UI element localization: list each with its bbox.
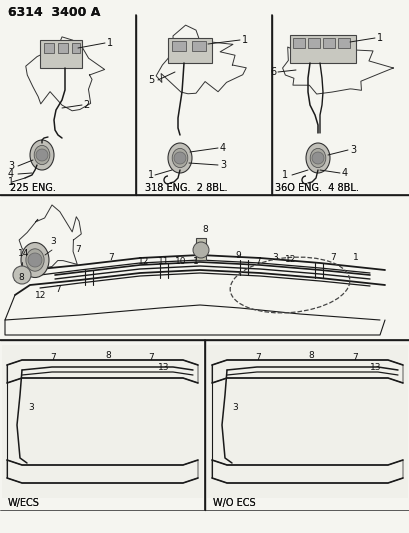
Ellipse shape — [26, 249, 44, 271]
Polygon shape — [211, 360, 402, 383]
Text: 12: 12 — [35, 290, 46, 300]
Bar — [172, 41, 186, 51]
Ellipse shape — [21, 243, 49, 278]
Text: 6314  3400 A: 6314 3400 A — [8, 6, 100, 20]
Text: 6314  3400 A: 6314 3400 A — [8, 6, 100, 20]
Text: 3: 3 — [271, 254, 277, 262]
Text: W/ECS: W/ECS — [8, 498, 40, 508]
Text: 1: 1 — [241, 35, 247, 45]
Text: 11: 11 — [157, 256, 169, 265]
Text: W/ECS: W/ECS — [8, 498, 40, 508]
Text: 1: 1 — [193, 256, 198, 265]
Text: 8: 8 — [307, 351, 313, 359]
Text: 3: 3 — [220, 160, 226, 170]
Text: 5: 5 — [148, 75, 154, 85]
Text: 7: 7 — [108, 253, 113, 262]
Bar — [337, 38, 349, 48]
Text: 1: 1 — [352, 253, 358, 262]
Ellipse shape — [168, 143, 191, 173]
Text: 8: 8 — [18, 273, 24, 282]
Text: 318 ENG.  2 8BL.: 318 ENG. 2 8BL. — [145, 183, 227, 193]
Ellipse shape — [305, 143, 329, 173]
Bar — [191, 41, 205, 51]
Circle shape — [36, 149, 48, 161]
Bar — [292, 38, 304, 48]
Text: 2: 2 — [83, 100, 89, 110]
Text: W/O ECS: W/O ECS — [213, 498, 255, 508]
Text: 7: 7 — [75, 246, 81, 254]
Text: 7: 7 — [329, 253, 335, 262]
Polygon shape — [156, 25, 246, 94]
Bar — [2, 345, 202, 498]
Bar — [44, 43, 54, 53]
Text: 13: 13 — [369, 364, 380, 373]
Text: 36O ENG.  4 8BL.: 36O ENG. 4 8BL. — [274, 183, 358, 193]
Text: 4: 4 — [8, 169, 14, 179]
Text: 3: 3 — [50, 238, 56, 246]
Text: 3: 3 — [349, 145, 355, 155]
Text: 7: 7 — [351, 353, 357, 362]
Bar — [322, 38, 334, 48]
Bar — [289, 35, 355, 63]
Text: 1: 1 — [8, 177, 14, 187]
Text: 8: 8 — [105, 351, 110, 359]
Text: 8: 8 — [202, 225, 207, 235]
Text: 10: 10 — [175, 256, 186, 265]
Bar — [307, 38, 319, 48]
Bar — [168, 38, 211, 63]
Text: 6: 6 — [270, 67, 275, 77]
Polygon shape — [211, 460, 402, 483]
Text: 1: 1 — [281, 170, 288, 180]
Text: 7: 7 — [254, 353, 260, 362]
Circle shape — [13, 266, 31, 284]
Bar — [72, 43, 80, 53]
Bar — [58, 43, 68, 53]
Text: 7: 7 — [148, 353, 153, 362]
Text: 1: 1 — [107, 38, 113, 48]
Text: 14: 14 — [18, 249, 29, 259]
Text: 12: 12 — [284, 255, 296, 264]
Ellipse shape — [34, 146, 49, 165]
Text: 36O ENG.  4 8BL.: 36O ENG. 4 8BL. — [274, 183, 358, 193]
Text: 7: 7 — [50, 353, 56, 362]
Ellipse shape — [172, 148, 187, 167]
Text: 225 ENG.: 225 ENG. — [10, 183, 56, 193]
Text: 7: 7 — [254, 256, 260, 265]
Polygon shape — [7, 460, 198, 483]
Text: W/O ECS: W/O ECS — [213, 498, 255, 508]
Text: 3: 3 — [8, 161, 14, 171]
Ellipse shape — [30, 140, 54, 170]
Bar — [207, 345, 407, 498]
Text: 7: 7 — [55, 286, 61, 295]
Bar — [196, 238, 205, 260]
Polygon shape — [282, 38, 392, 94]
Text: 12: 12 — [138, 256, 149, 265]
Text: 1: 1 — [376, 33, 382, 43]
Text: 225 ENG.: 225 ENG. — [10, 183, 56, 193]
Polygon shape — [26, 37, 104, 111]
Circle shape — [173, 152, 186, 164]
Text: 4: 4 — [341, 168, 347, 178]
Polygon shape — [19, 205, 81, 269]
Bar — [40, 40, 82, 68]
Circle shape — [193, 242, 209, 258]
Text: 3: 3 — [231, 403, 237, 413]
Polygon shape — [7, 360, 198, 383]
Circle shape — [28, 253, 42, 267]
Text: 4: 4 — [220, 143, 226, 153]
Text: 1: 1 — [148, 170, 154, 180]
Circle shape — [311, 152, 323, 164]
Text: 318 ENG.  2 8BL.: 318 ENG. 2 8BL. — [145, 183, 227, 193]
Ellipse shape — [310, 148, 325, 167]
Text: 13: 13 — [157, 364, 169, 373]
Text: 3: 3 — [28, 403, 34, 413]
Text: 9: 9 — [234, 252, 240, 261]
